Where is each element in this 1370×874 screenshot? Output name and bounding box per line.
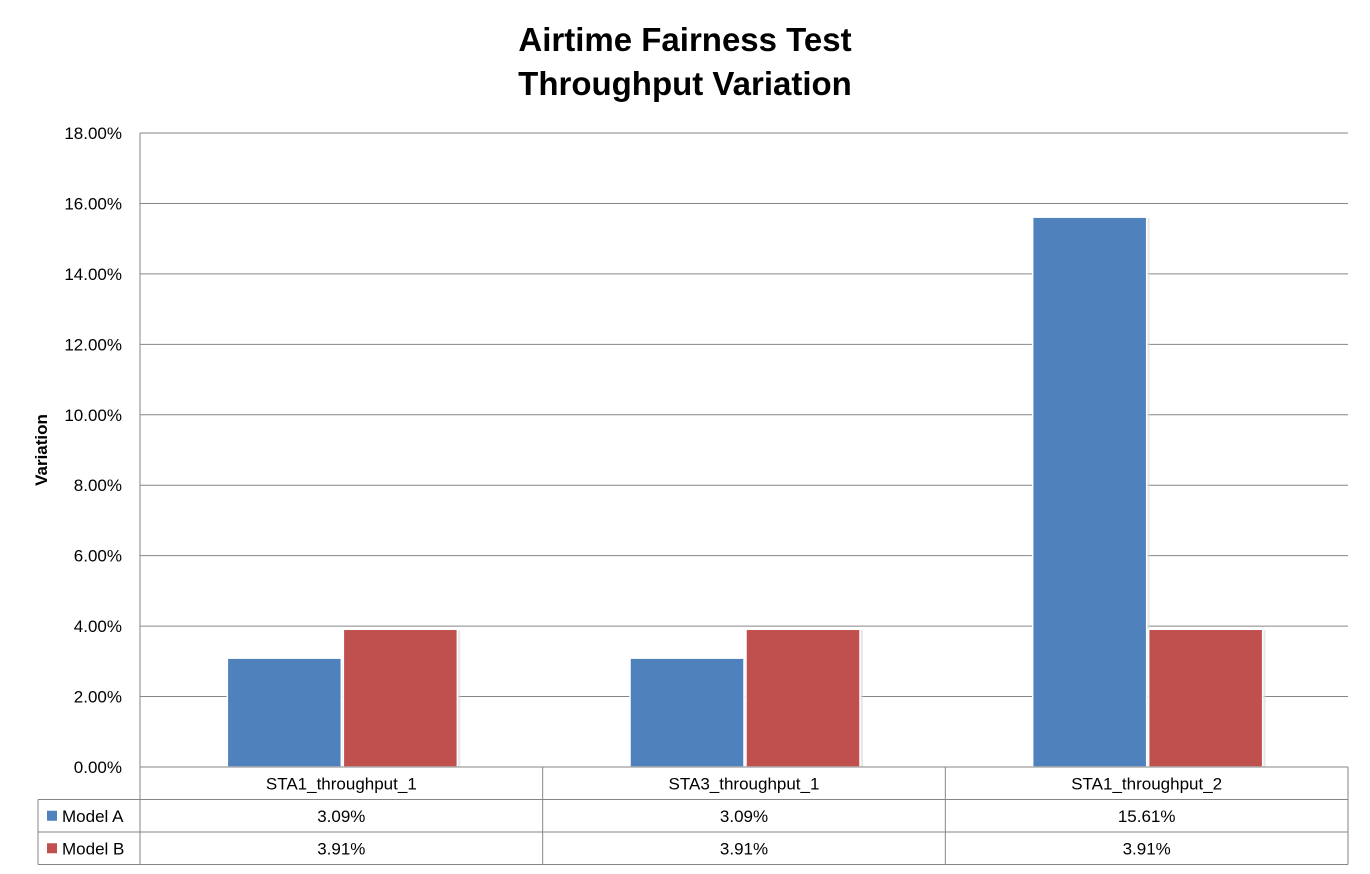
y-axis-ticks: 0.00% 2.00% 4.00% 6.00% 8.00% 10.00% 12.00% 14.… (64, 124, 122, 777)
y-tick-label: 14.00% (64, 265, 122, 284)
y-tick-label: 4.00% (74, 617, 122, 636)
data-label: 15.61% (1118, 807, 1176, 826)
data-label: 3.09% (720, 807, 768, 826)
y-tick-label: 10.00% (64, 406, 122, 425)
bar-model-b (745, 628, 861, 768)
y-tick-label: 0.00% (74, 758, 122, 777)
data-table: STA1_throughput_1 STA3_throughput_1 STA1_t… (37, 766, 1349, 865)
legend-key (47, 843, 57, 854)
bar-model-a (629, 657, 745, 768)
bar-model-a (226, 657, 343, 768)
x-category-label: STA1_throughput_2 (1071, 774, 1222, 793)
bar-model-a (1031, 216, 1148, 768)
y-tick-label: 16.00% (64, 194, 122, 213)
data-label: 3.91% (317, 839, 365, 858)
y-tick-label: 8.00% (74, 476, 122, 495)
bar-model-b (1147, 628, 1264, 768)
chart-subtitle: Throughput Variation (518, 65, 852, 102)
x-category-label: STA3_throughput_1 (669, 774, 820, 793)
y-tick-label: 6.00% (74, 547, 122, 566)
data-label: 3.91% (720, 839, 768, 858)
y-tick-label: 2.00% (74, 688, 122, 707)
y-tick-label: 18.00% (64, 124, 122, 143)
data-label: 3.09% (317, 807, 365, 826)
bar-model-b (342, 628, 459, 768)
legend-series-name: Model B (62, 839, 124, 858)
chart-title: Airtime Fairness Test (518, 21, 851, 58)
y-tick-label: 12.00% (64, 335, 122, 354)
x-category-label: STA1_throughput_1 (266, 774, 417, 793)
legend-series-name: Model A (62, 807, 124, 826)
data-label: 3.91% (1123, 839, 1171, 858)
legend-key (47, 810, 57, 821)
y-axis-label: Variation (32, 414, 51, 486)
bars (226, 216, 1266, 768)
